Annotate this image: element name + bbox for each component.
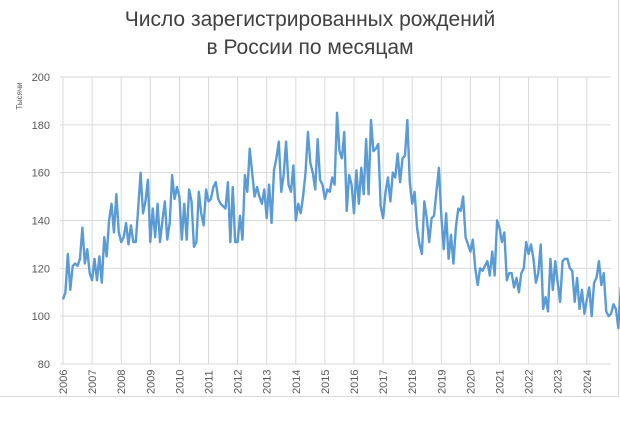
x-tick-label: 2012 (233, 370, 245, 394)
series-group (61, 111, 620, 330)
x-tick-label: 2018 (407, 370, 419, 394)
x-tick-label: 2019 (436, 370, 448, 394)
x-tick-label: 2007 (87, 370, 99, 394)
x-tick-label: 2024 (582, 370, 594, 394)
y-tick-label: 160 (32, 168, 50, 180)
chart-title-line-2: в России по месяцам (206, 36, 414, 59)
x-tick-label: 2014 (291, 370, 303, 394)
x-tick-label: 2016 (349, 370, 361, 394)
x-tick-label: 2013 (262, 370, 274, 394)
x-tick-label: 2022 (524, 370, 536, 394)
y-axis-tick-labels: 80 100 120 140 160 180 200 (32, 72, 50, 371)
x-tick-label: 2008 (116, 370, 128, 394)
x-tick-label: 2017 (378, 370, 390, 394)
y-axis-label: Тысячи (15, 82, 24, 109)
gridlines (60, 76, 611, 365)
x-tick-label: 2023 (553, 370, 565, 394)
y-tick-label: 80 (38, 359, 50, 371)
chart-frame (0, 0, 619, 397)
x-tick-label: 2020 (465, 370, 477, 394)
y-tick-label: 200 (32, 72, 50, 84)
x-tick-label: 2010 (174, 370, 186, 394)
y-tick-label: 140 (32, 216, 50, 228)
series-line-0 (61, 111, 620, 330)
x-axis-tick-labels: 2006 2007 2008 2009 2010 2011 2012 2013 2014 2015… (58, 370, 594, 394)
x-tick-label: 2021 (495, 370, 507, 394)
x-tick-label: 2009 (145, 370, 157, 394)
x-tick-label: 2015 (320, 370, 332, 394)
y-tick-label: 180 (32, 120, 50, 132)
x-tick-label: 2006 (58, 370, 70, 394)
y-tick-label: 120 (32, 263, 50, 275)
chart-title-line-1: Число зарегистрированных рождений (124, 8, 496, 31)
y-tick-label: 100 (32, 311, 50, 323)
x-tick-label: 2011 (204, 370, 216, 394)
